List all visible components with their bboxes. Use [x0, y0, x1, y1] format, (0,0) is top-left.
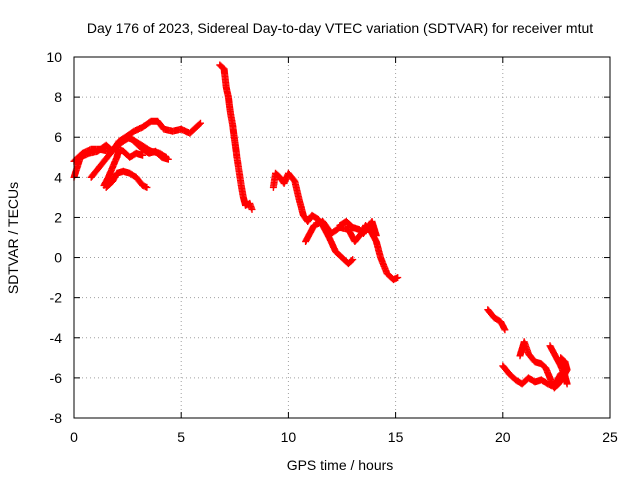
y-tick-label: 10	[46, 49, 62, 65]
series-arc-13	[546, 342, 571, 388]
y-tick-label: -2	[50, 290, 63, 306]
y-tick-label: 6	[54, 129, 62, 145]
chart-title: Day 176 of 2023, Sidereal Day-to-day VTE…	[87, 20, 593, 36]
marker-trace	[269, 169, 357, 268]
series-arc-6	[216, 61, 256, 213]
y-axis-label: SDTVAR / TECUs	[5, 182, 21, 294]
marker-trace	[546, 342, 571, 388]
y-tick-label: -8	[50, 410, 63, 426]
y-tick-label: -6	[50, 370, 63, 386]
series-arc-5	[102, 167, 151, 191]
y-axis-ticks: -8 -6 -4 -2 0 2 4 6 8 10	[46, 49, 610, 426]
marker-trace	[102, 167, 151, 191]
plot-frame	[73, 56, 611, 419]
series-arc-3	[87, 133, 172, 181]
data-markers	[70, 61, 571, 392]
y-tick-label: 0	[54, 250, 62, 266]
x-tick-label: 15	[388, 429, 404, 445]
series-arc-9	[336, 218, 380, 239]
series-arc-4	[100, 145, 147, 189]
marker-trace	[336, 218, 380, 239]
x-tick-label: 5	[177, 429, 185, 445]
x-tick-label: 10	[281, 429, 297, 445]
x-tick-label: 0	[70, 429, 78, 445]
marker-trace	[87, 133, 172, 181]
y-tick-label: -4	[50, 330, 63, 346]
marker-trace	[484, 306, 509, 334]
marker-trace	[216, 61, 256, 213]
grid	[74, 57, 610, 418]
x-axis-label: GPS time / hours	[287, 457, 394, 473]
x-axis-ticks: 0 5 10 15 20 25	[70, 57, 618, 445]
x-tick-label: 25	[602, 429, 618, 445]
x-tick-label: 20	[495, 429, 511, 445]
y-tick-label: 8	[54, 89, 62, 105]
y-tick-label: 2	[54, 209, 62, 225]
y-tick-label: 4	[54, 169, 62, 185]
series-arc-7	[269, 169, 357, 268]
marker-trace	[100, 145, 147, 189]
series-arc-10	[484, 306, 509, 334]
